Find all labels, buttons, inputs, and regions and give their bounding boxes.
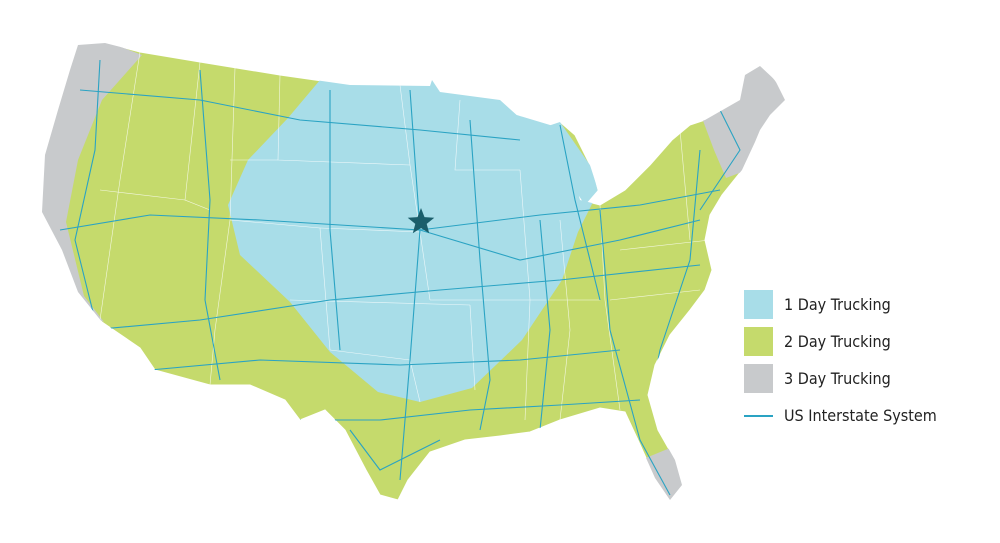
- interstate-line: [539, 219, 551, 431]
- state-border: [519, 169, 531, 421]
- interstate-line: [349, 429, 441, 471]
- interstate-line: [149, 349, 621, 371]
- state-border: [619, 239, 711, 251]
- interstate-line: [329, 90, 341, 351]
- state-border: [559, 219, 571, 421]
- legend-label: 2 Day Trucking: [784, 332, 891, 351]
- state-border: [454, 99, 520, 171]
- zone-3-day-florida: [636, 448, 690, 500]
- interstate-line: [419, 219, 701, 261]
- legend-label: US Interstate System: [784, 406, 937, 425]
- star-icon: [407, 208, 435, 234]
- interstate-line: [469, 119, 491, 431]
- legend-item-2-day: 2 Day Trucking: [744, 323, 937, 360]
- interstate-line: [599, 209, 671, 496]
- state-border: [209, 67, 236, 386]
- state-border: [609, 289, 701, 301]
- legend-label: 1 Day Trucking: [784, 295, 891, 314]
- state-border: [599, 204, 621, 411]
- legend-item-1-day: 1 Day Trucking: [744, 286, 937, 323]
- interstate-line: [399, 89, 421, 481]
- state-border: [289, 299, 471, 306]
- state-border: [399, 84, 431, 301]
- legend-label: 3 Day Trucking: [784, 369, 891, 388]
- interstate-line: [559, 124, 601, 301]
- interstate-line: [89, 264, 701, 331]
- legend: 1 Day Trucking 2 Day Trucking 3 Day Truc…: [744, 286, 937, 434]
- interstate-line: [199, 69, 221, 381]
- interstate-line: [699, 109, 741, 211]
- legend-item-interstate: US Interstate System: [744, 397, 937, 434]
- legend-swatch-2-day: [744, 327, 773, 356]
- interstate-line: [79, 89, 521, 141]
- legend-swatch-interstate: [744, 414, 773, 417]
- legend-swatch-3-day: [744, 364, 773, 393]
- interstate-line: [74, 59, 101, 321]
- state-border: [679, 129, 691, 241]
- interstate-lines: [59, 59, 741, 496]
- state-border: [319, 227, 421, 233]
- zone-3-day-northeast: [702, 64, 785, 178]
- interstate-line: [300, 399, 641, 421]
- state-border: [99, 189, 186, 201]
- zone-1-day: [228, 80, 598, 402]
- state-border: [469, 304, 476, 391]
- legend-item-3-day: 3 Day Trucking: [744, 360, 937, 397]
- legend-swatch-1-day: [744, 290, 773, 319]
